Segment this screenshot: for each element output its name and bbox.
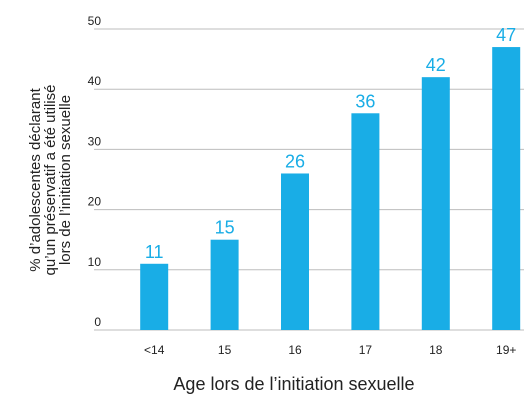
y-axis-title-line: % d’adolescentes déclarant — [27, 87, 44, 271]
y-tick-label: 30 — [88, 134, 102, 148]
bar — [421, 77, 450, 330]
x-tick-label: 15 — [218, 343, 232, 357]
value-label: 36 — [355, 91, 375, 111]
bar — [140, 263, 169, 330]
value-label: 15 — [215, 218, 235, 238]
value-label: 42 — [426, 55, 446, 75]
value-label: 26 — [285, 151, 305, 171]
y-axis-title-line: lors de l’initiation sexuelle — [57, 95, 74, 265]
x-tick-label: 16 — [288, 343, 302, 357]
x-axis-title: Age lors de l’initiation sexuelle — [173, 374, 414, 394]
value-label: 11 — [145, 242, 164, 262]
value-label: 47 — [496, 25, 516, 45]
x-tick-label: <14 — [144, 343, 165, 357]
x-tick-label: 19+ — [496, 343, 516, 357]
x-tick-label: 17 — [359, 343, 373, 357]
y-tick-label: 40 — [88, 74, 102, 88]
bar — [281, 173, 309, 330]
bar — [351, 113, 380, 330]
y-tick-label: 0 — [94, 315, 101, 329]
bar — [492, 47, 521, 331]
y-tick-label: 50 — [88, 14, 102, 28]
y-tick-label: 20 — [88, 195, 102, 209]
y-axis-title-line: qu’un préservatif a été utilisé — [42, 85, 59, 276]
bar — [210, 239, 239, 330]
y-axis-title: % d’adolescentes déclarant qu’un préserv… — [27, 85, 74, 276]
y-tick-label: 10 — [88, 255, 102, 269]
x-tick-label: 18 — [429, 343, 443, 357]
